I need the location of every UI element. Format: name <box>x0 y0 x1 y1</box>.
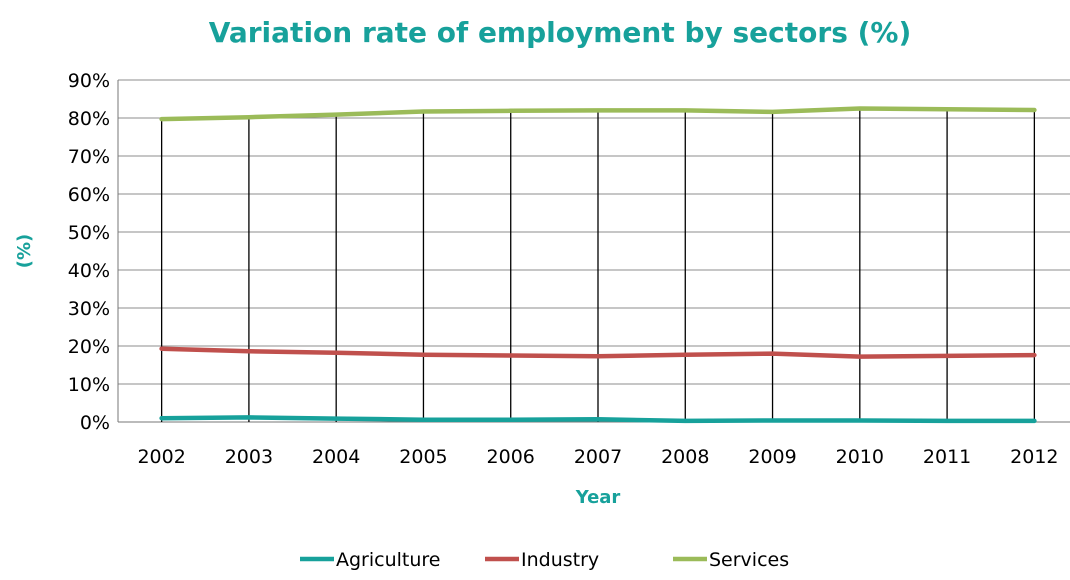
y-tick-label: 40% <box>68 260 110 282</box>
y-tick-label: 50% <box>68 222 110 244</box>
x-axis-title: Year <box>575 487 621 508</box>
y-tick-label: 90% <box>68 70 110 92</box>
legend-label-services: Services <box>709 549 789 571</box>
x-tick-label: 2009 <box>748 446 796 468</box>
x-tick-label: 2004 <box>312 446 360 468</box>
y-tick-label: 80% <box>68 108 110 130</box>
series-line-services <box>159 106 1037 122</box>
legend: Agriculture Industry Services <box>300 549 789 571</box>
x-tick-label: 2006 <box>487 446 535 468</box>
series-line-industry <box>159 346 1037 359</box>
legend-label-industry: Industry <box>521 549 599 571</box>
x-tick-label: 2008 <box>661 446 709 468</box>
x-tick-label: 2011 <box>923 446 971 468</box>
y-tick-label: 20% <box>68 336 110 358</box>
x-axis-ticks: 2002 2003 2004 2005 2006 2007 2008 2009 2010 2011… <box>137 446 1058 468</box>
x-tick-label: 2002 <box>137 446 185 468</box>
x-tick-label: 2003 <box>225 446 273 468</box>
x-tick-label: 2007 <box>574 446 622 468</box>
y-tick-label: 70% <box>68 146 110 168</box>
grid <box>117 79 1070 423</box>
y-tick-label: 30% <box>68 298 110 320</box>
y-tick-label: 0% <box>80 412 110 434</box>
series-lines <box>159 106 1037 424</box>
series-line-agriculture <box>159 415 1037 424</box>
y-tick-label: 10% <box>68 374 110 396</box>
legend-label-agriculture: Agriculture <box>336 549 441 571</box>
x-tick-label: 2005 <box>399 446 447 468</box>
x-tick-label: 2010 <box>836 446 884 468</box>
y-axis-title: (%) <box>14 234 35 269</box>
x-tick-label: 2012 <box>1010 446 1058 468</box>
y-axis-ticks: 0% 10% 20% 30% 40% 50% 60% 70% 80% 90% <box>68 70 110 434</box>
y-tick-label: 60% <box>68 184 110 206</box>
chart-title: Variation rate of employment by sectors … <box>209 16 912 49</box>
